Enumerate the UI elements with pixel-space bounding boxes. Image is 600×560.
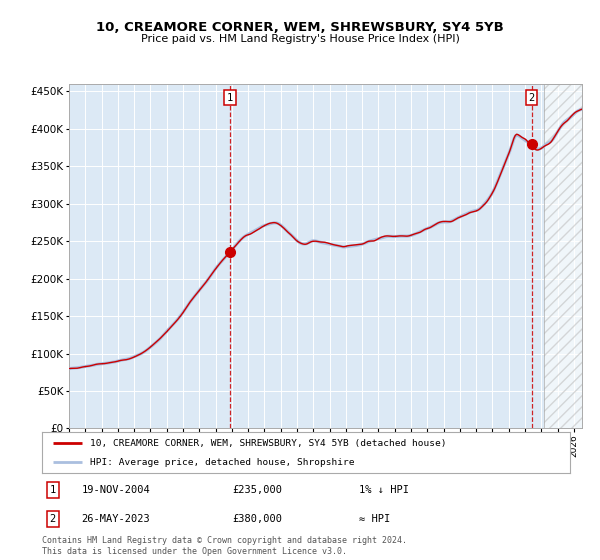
Text: ≈ HPI: ≈ HPI xyxy=(359,514,390,524)
Text: 2: 2 xyxy=(529,92,535,102)
Text: 10, CREAMORE CORNER, WEM, SHREWSBURY, SY4 5YB: 10, CREAMORE CORNER, WEM, SHREWSBURY, SY… xyxy=(96,21,504,34)
Text: Price paid vs. HM Land Registry's House Price Index (HPI): Price paid vs. HM Land Registry's House … xyxy=(140,34,460,44)
Text: 1% ↓ HPI: 1% ↓ HPI xyxy=(359,486,409,495)
Text: HPI: Average price, detached house, Shropshire: HPI: Average price, detached house, Shro… xyxy=(89,458,354,466)
Text: £235,000: £235,000 xyxy=(232,486,282,495)
Text: This data is licensed under the Open Government Licence v3.0.: This data is licensed under the Open Gov… xyxy=(42,548,347,557)
Text: Contains HM Land Registry data © Crown copyright and database right 2024.: Contains HM Land Registry data © Crown c… xyxy=(42,536,407,545)
Text: 1: 1 xyxy=(49,486,56,495)
Bar xyxy=(544,84,598,428)
Text: 10, CREAMORE CORNER, WEM, SHREWSBURY, SY4 5YB (detached house): 10, CREAMORE CORNER, WEM, SHREWSBURY, SY… xyxy=(89,439,446,448)
Text: 26-MAY-2023: 26-MAY-2023 xyxy=(82,514,151,524)
Text: 19-NOV-2004: 19-NOV-2004 xyxy=(82,486,151,495)
Text: 2: 2 xyxy=(49,514,56,524)
Bar xyxy=(544,84,598,428)
Text: 1: 1 xyxy=(227,92,233,102)
Text: £380,000: £380,000 xyxy=(232,514,282,524)
